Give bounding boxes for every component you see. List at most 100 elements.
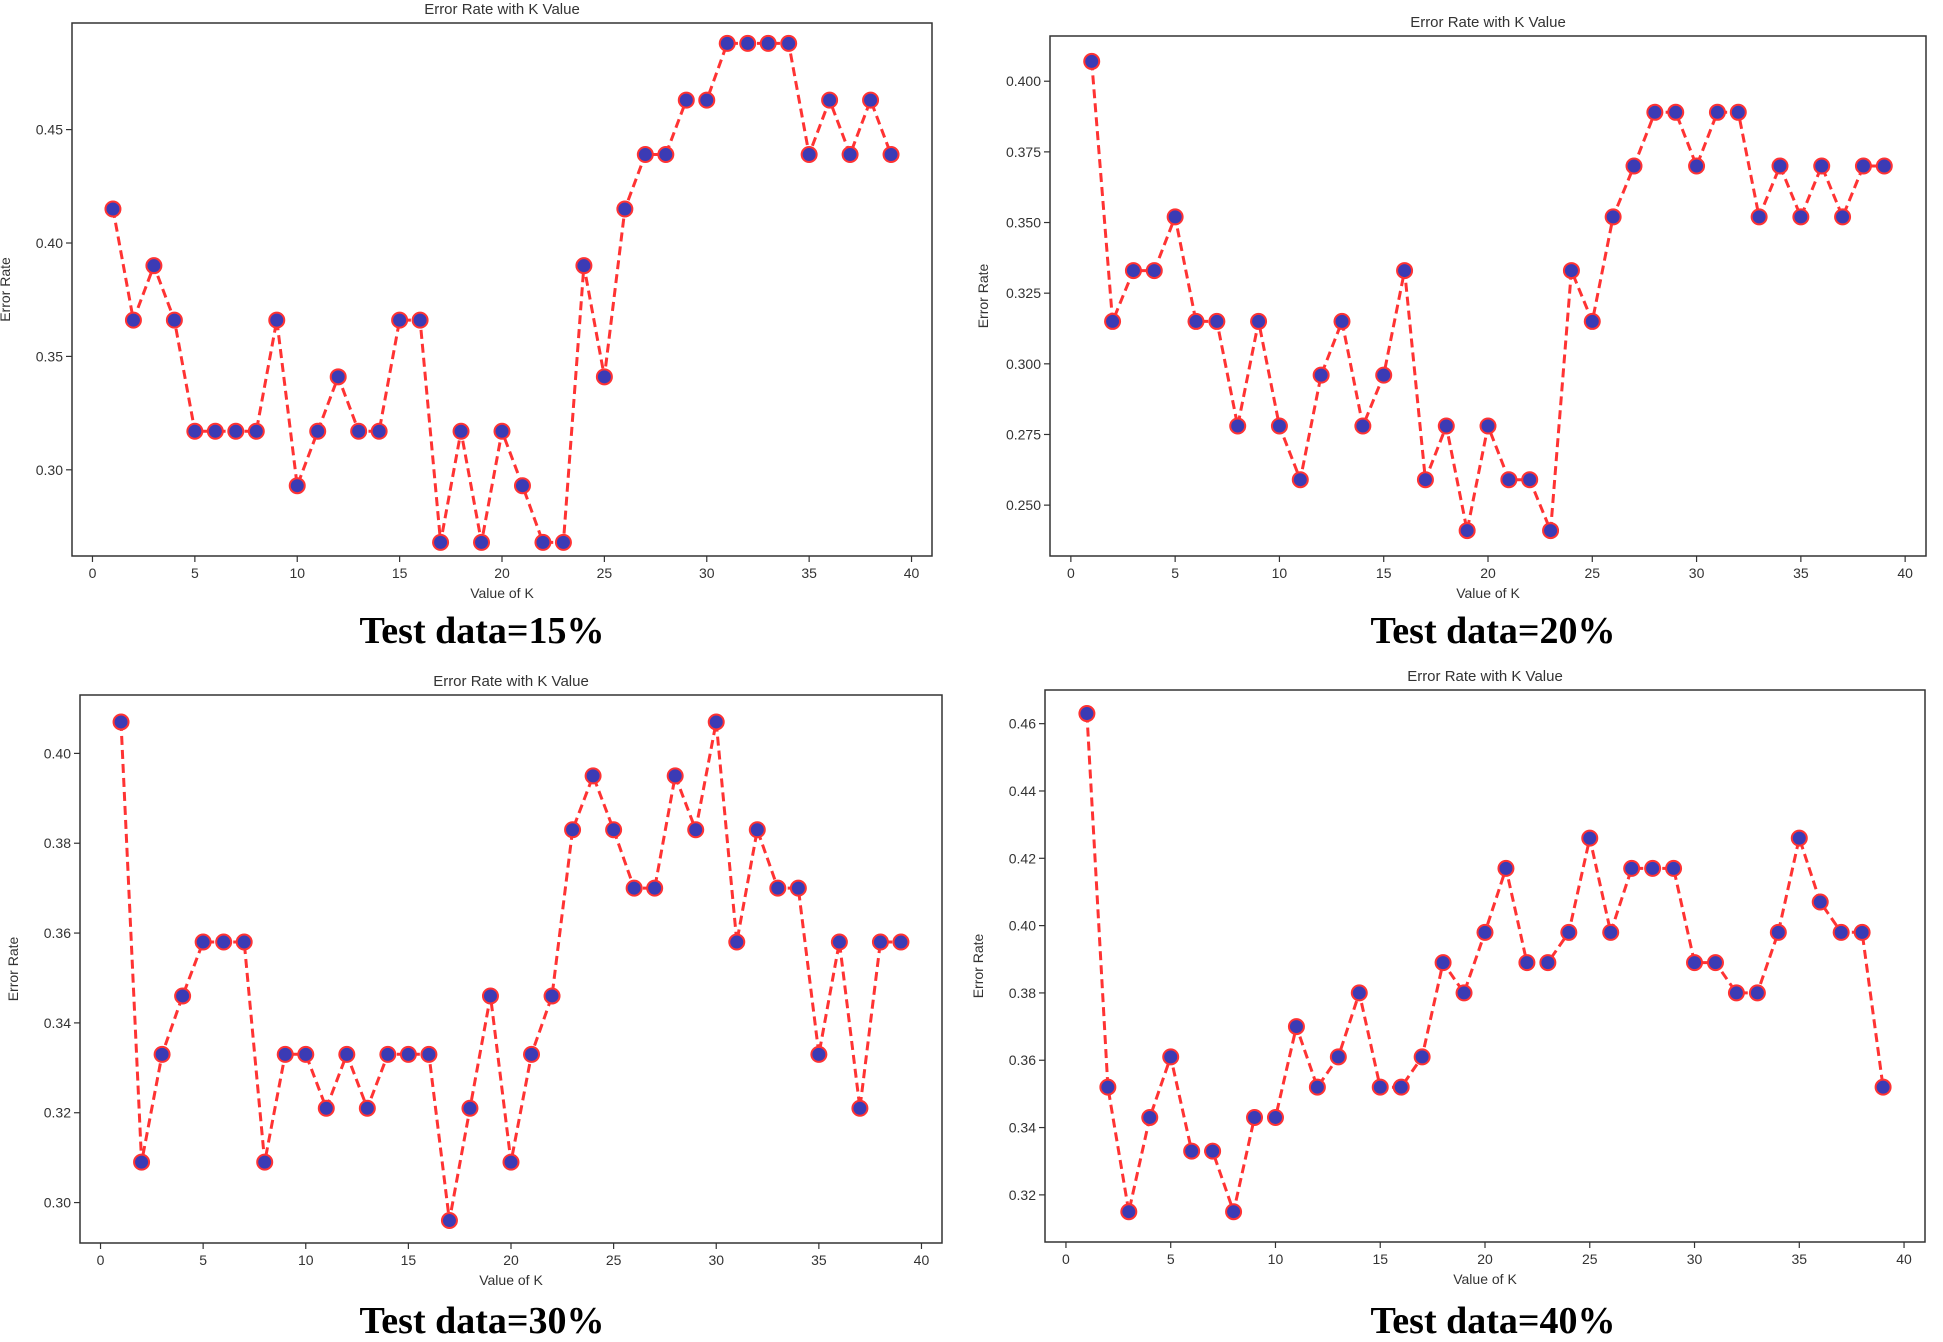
data-point [1266,1108,1284,1126]
data-point [1375,366,1393,384]
data-point [309,422,327,440]
x-axis-label: Value of K [470,585,534,601]
data-point [605,821,623,839]
x-axis-label: Value of K [479,1272,543,1288]
data-point [1225,1203,1243,1221]
data-point [616,200,634,218]
x-tick-label: 0 [97,1252,105,1268]
x-axis-label: Value of K [1456,585,1520,601]
data-point [1790,829,1808,847]
data-point [1204,1142,1222,1160]
x-tick-label: 15 [401,1252,417,1268]
series-line [119,721,901,1221]
y-tick-label: 0.350 [1006,215,1041,231]
data-point [1769,923,1787,941]
caption-test-15: Test data=15% [359,610,605,652]
data-point [1874,1078,1892,1096]
data-point [1208,312,1226,330]
data-point [1124,262,1142,280]
data-point [1250,312,1268,330]
data-point [769,879,787,897]
y-tick-label: 0.30 [44,1195,71,1211]
data-point [297,1045,315,1063]
y-tick-label: 0.45 [36,122,63,138]
data-point [851,1099,869,1117]
data-point [1623,859,1641,877]
data-point [1413,1048,1431,1066]
data-point [1104,312,1122,330]
data-point [206,422,224,440]
data-point [461,1099,479,1117]
x-tick-label: 0 [1067,565,1075,581]
chart-title: Error Rate with K Value [1407,668,1563,685]
data-point [1853,923,1871,941]
data-point [1354,417,1372,435]
data-point [194,933,212,951]
data-point [1604,208,1622,226]
data-point [1562,262,1580,280]
y-tick-label: 0.300 [1006,356,1041,372]
data-point [523,1045,541,1063]
data-point [1581,829,1599,847]
y-axis-label: Error Rate [0,257,13,322]
data-point [1727,984,1745,1002]
chart-panel-1: Error Rate with K Value 0 5 10 15 20 25 30 35 40 0… [0,1,933,601]
data-point [810,1045,828,1063]
data-point [1646,103,1664,121]
caption-test-20: Test data=20% [1370,610,1616,652]
x-tick-label: 30 [708,1252,724,1268]
data-point [1183,1142,1201,1160]
chart-title: Error Rate with K Value [1410,14,1566,31]
data-point [153,1045,171,1063]
data-point [1625,157,1643,175]
data-point [1145,262,1163,280]
chart-panel-2: Error Rate with K Value 0 5 10 15 20 25 30 35 40 0… [975,14,1927,601]
data-point [513,477,531,495]
data-point [247,422,265,440]
plot-frame [1044,689,1926,1243]
data-point [1371,1078,1389,1096]
y-tick-label: 0.34 [1009,1120,1036,1136]
data-point [821,91,839,109]
y-tick-label: 0.38 [44,835,71,851]
data-point [748,821,766,839]
data-point [862,91,880,109]
data-point [1187,312,1205,330]
x-tick-label: 35 [1791,1251,1807,1267]
x-tick-label: 40 [1897,565,1913,581]
data-point [133,1153,151,1171]
data-point [789,879,807,897]
data-point [1270,417,1288,435]
data-point [739,34,757,52]
data-point [1602,923,1620,941]
data-point [1771,157,1789,175]
data-point [657,146,675,164]
x-tick-label: 35 [1793,565,1809,581]
data-point [1333,312,1351,330]
x-tick-label: 5 [1171,565,1179,581]
data-point [1078,705,1096,723]
data-point [1162,1048,1180,1066]
chart-panel-3: Error Rate with K Value 0 5 10 15 20 25 30 35 40 0… [5,673,943,1288]
caption-test-40: Test data=40% [1370,1300,1616,1342]
data-point [830,933,848,951]
data-point [358,1099,376,1117]
x-tick-label: 20 [503,1252,519,1268]
data-point [1396,262,1414,280]
data-point [759,34,777,52]
data-point [543,987,561,1005]
x-tick-label: 0 [89,565,97,581]
data-point [698,91,716,109]
data-point [379,1045,397,1063]
data-point [1539,954,1557,972]
data-point [1854,157,1872,175]
data-point [502,1153,520,1171]
data-point [256,1153,274,1171]
data-point [1708,103,1726,121]
series-line [1090,61,1885,532]
data-point [1099,1078,1117,1096]
data-point [841,146,859,164]
data-point [1706,954,1724,972]
data-point [646,879,664,897]
data-point [493,422,511,440]
